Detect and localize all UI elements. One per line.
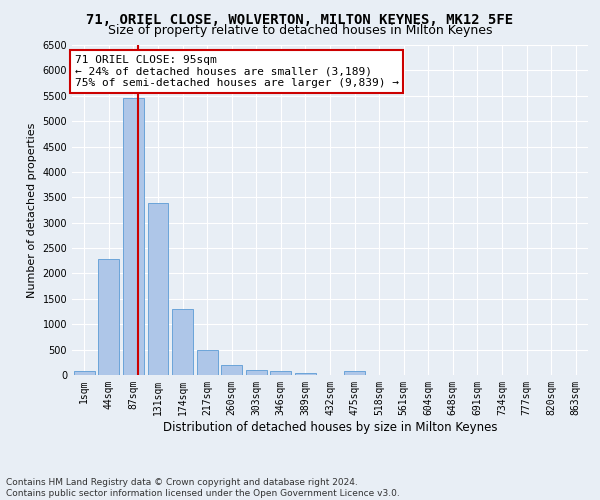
Text: 71 ORIEL CLOSE: 95sqm
← 24% of detached houses are smaller (3,189)
75% of semi-d: 71 ORIEL CLOSE: 95sqm ← 24% of detached … <box>74 55 398 88</box>
Text: Size of property relative to detached houses in Milton Keynes: Size of property relative to detached ho… <box>108 24 492 37</box>
Bar <box>271 372 292 375</box>
Bar <box>123 98 144 375</box>
Bar <box>172 309 193 375</box>
Bar <box>221 365 242 375</box>
Bar <box>197 350 218 375</box>
Bar <box>295 374 316 375</box>
Bar <box>98 259 119 375</box>
Text: Contains HM Land Registry data © Crown copyright and database right 2024.
Contai: Contains HM Land Registry data © Crown c… <box>6 478 400 498</box>
Bar <box>74 372 95 375</box>
Text: 71, ORIEL CLOSE, WOLVERTON, MILTON KEYNES, MK12 5FE: 71, ORIEL CLOSE, WOLVERTON, MILTON KEYNE… <box>86 12 514 26</box>
Bar <box>344 372 365 375</box>
Bar <box>148 204 169 375</box>
X-axis label: Distribution of detached houses by size in Milton Keynes: Distribution of detached houses by size … <box>163 420 497 434</box>
Bar <box>246 370 267 375</box>
Y-axis label: Number of detached properties: Number of detached properties <box>27 122 37 298</box>
